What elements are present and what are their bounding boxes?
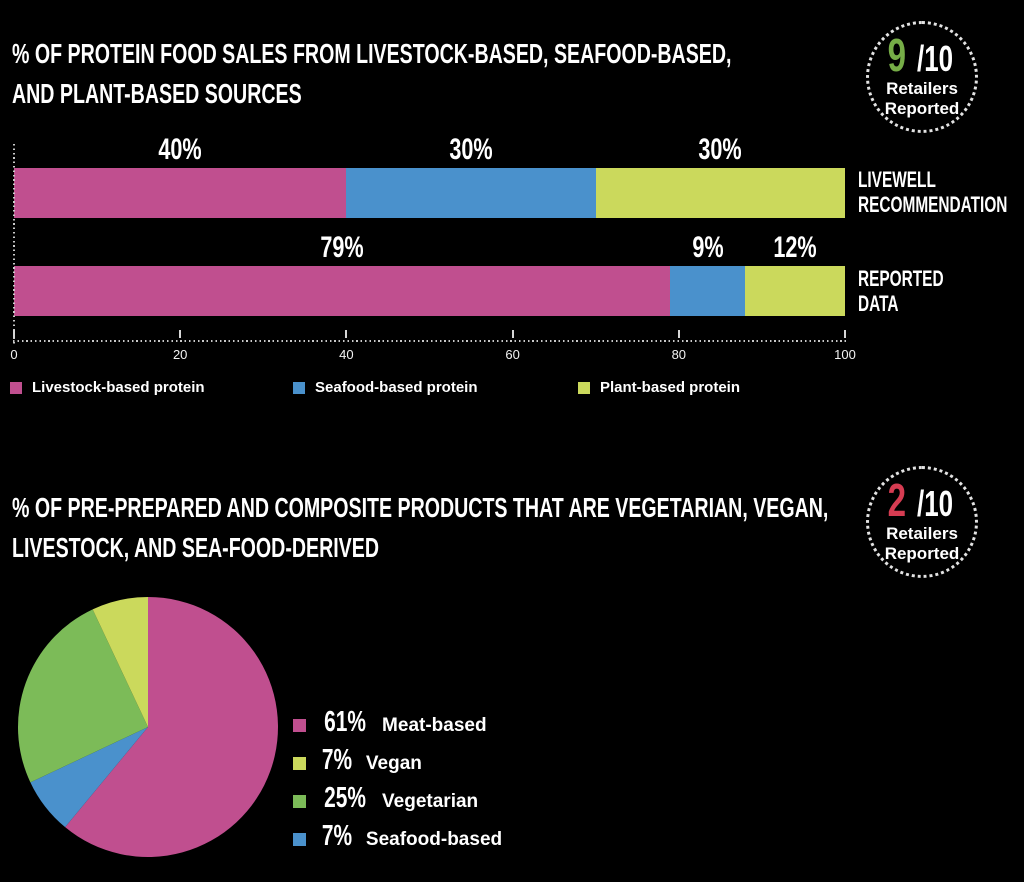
pie-label-vegetarian: Vegetarian xyxy=(382,791,479,812)
legend-label-seafood: Seafood-based protein xyxy=(315,379,478,396)
pie-pct-seafood: 7% xyxy=(321,820,353,852)
badge-2-label-line2: Reported xyxy=(884,544,960,563)
pie-slice-seafood-based xyxy=(30,727,149,828)
pie-pct-vegetarian: 25% xyxy=(324,782,366,814)
badge-2-label-line1: Retailers xyxy=(886,524,958,543)
bar-value-label: 9% xyxy=(692,231,724,264)
vegetarian-swatch-icon xyxy=(293,794,306,808)
meat-swatch-icon xyxy=(293,718,306,732)
pie-pct-vegan: 7% xyxy=(321,744,353,776)
bar-value-label: 40% xyxy=(158,133,202,166)
x-axis-tick-label: 60 xyxy=(505,347,520,362)
bar-row-2-value-labels: 79% 9% 12% xyxy=(14,231,845,265)
bar-row-1 xyxy=(14,168,845,218)
vegan-swatch-icon xyxy=(293,756,306,770)
bar-segment xyxy=(745,266,845,316)
y-axis-dotted-line xyxy=(13,144,15,344)
legend-item-plant: Plant-based protein xyxy=(578,379,740,396)
legend-label-plant: Plant-based protein xyxy=(600,379,741,396)
bar-segment xyxy=(14,168,347,218)
pie-slice-vegetarian xyxy=(17,609,148,783)
pie-chart-title: % OF PRE-PREPARED AND COMPOSITE PRODUCTS… xyxy=(12,488,1024,568)
badge-1-fraction: 9/10 xyxy=(884,29,960,81)
x-axis-tick xyxy=(677,330,680,338)
legend-label-livestock: Livestock-based protein xyxy=(32,379,205,396)
bar-chart-title-line1: % OF PROTEIN FOOD SALES FROM LIVESTOCK-B… xyxy=(12,38,732,69)
badge-1-label-line2: Reported xyxy=(884,99,960,118)
livestock-swatch-icon xyxy=(10,381,22,394)
bar-row-1-value-labels: 40% 30% 30% xyxy=(14,133,845,167)
x-axis-tick xyxy=(179,330,182,338)
seafood-swatch-icon xyxy=(293,381,305,394)
pie-pct-meat: 61% xyxy=(324,706,366,738)
pie-label-meat: Meat-based xyxy=(382,715,487,736)
pie-chart-title-line1: % OF PRE-PREPARED AND COMPOSITE PRODUCTS… xyxy=(12,492,829,523)
x-axis-tick xyxy=(345,330,348,338)
pie-legend-row-meat: 61% Meat-based xyxy=(293,706,502,744)
bar-chart-title: % OF PROTEIN FOOD SALES FROM LIVESTOCK-B… xyxy=(12,34,1024,114)
category-label-livewell-recommendation: LIVEWELL RECOMMENDATION xyxy=(858,167,1008,217)
x-axis-tick xyxy=(511,330,514,338)
pie-slice-meat-based xyxy=(65,597,278,857)
badge-2-numerator: 2 xyxy=(887,474,907,526)
legend-item-livestock: Livestock-based protein xyxy=(10,379,205,396)
seafood-pie-swatch-icon xyxy=(293,832,306,846)
bar-chart-title-line2: AND PLANT-BASED SOURCES xyxy=(12,78,302,109)
pie-chart-title-line2: LIVESTOCK, AND SEA-FOOD-DERIVED xyxy=(12,532,379,563)
x-axis-tick xyxy=(13,330,15,338)
category-label-reported-data: REPORTED DATA xyxy=(858,266,944,316)
x-axis-dotted-line xyxy=(13,340,846,342)
badge-2-fraction: 2/10 xyxy=(884,474,960,526)
bar-segment xyxy=(14,266,671,316)
x-axis-tick-label: 80 xyxy=(671,347,687,362)
bar-value-label: 79% xyxy=(320,231,364,264)
bar-segment xyxy=(670,266,746,316)
x-axis-tick xyxy=(844,330,846,338)
retailers-reported-badge-2: 2/10 Retailers Reported xyxy=(866,466,978,578)
badge-1-numerator: 9 xyxy=(887,29,907,81)
bar-segment xyxy=(595,168,845,218)
pie-label-seafood: Seafood-based xyxy=(365,829,503,850)
badge-1-denominator: /10 xyxy=(916,38,953,79)
bar-value-label: 12% xyxy=(773,231,817,264)
pie-legend-row-seafood: 7% Seafood-based xyxy=(293,820,502,858)
pie-label-vegan: Vegan xyxy=(365,753,422,774)
pie-legend-row-vegan: 7% Vegan xyxy=(293,744,502,782)
retailers-reported-badge-1: 9/10 Retailers Reported xyxy=(866,21,978,133)
pie-legend: 61% Meat-based 7% Vegan 25% Vegetarian 7… xyxy=(293,706,502,858)
plant-swatch-icon xyxy=(578,381,590,394)
x-axis-tick-label: 100 xyxy=(834,347,856,362)
pie-slice-vegan xyxy=(92,597,148,727)
badge-1-label-line1: Retailers xyxy=(886,79,958,98)
badge-2-denominator: /10 xyxy=(916,483,953,524)
pie-legend-row-vegetarian: 25% Vegetarian xyxy=(293,782,502,820)
bar-segment xyxy=(346,168,596,218)
bar-value-label: 30% xyxy=(449,133,493,166)
x-axis-tick-label: 0 xyxy=(10,347,18,362)
bar-row-2 xyxy=(14,266,845,316)
x-axis-tick-label: 20 xyxy=(172,347,188,362)
pie-chart xyxy=(17,597,278,857)
x-axis-tick-label: 40 xyxy=(339,347,354,362)
legend-item-seafood: Seafood-based protein xyxy=(293,379,478,396)
bar-value-label: 30% xyxy=(698,133,742,166)
